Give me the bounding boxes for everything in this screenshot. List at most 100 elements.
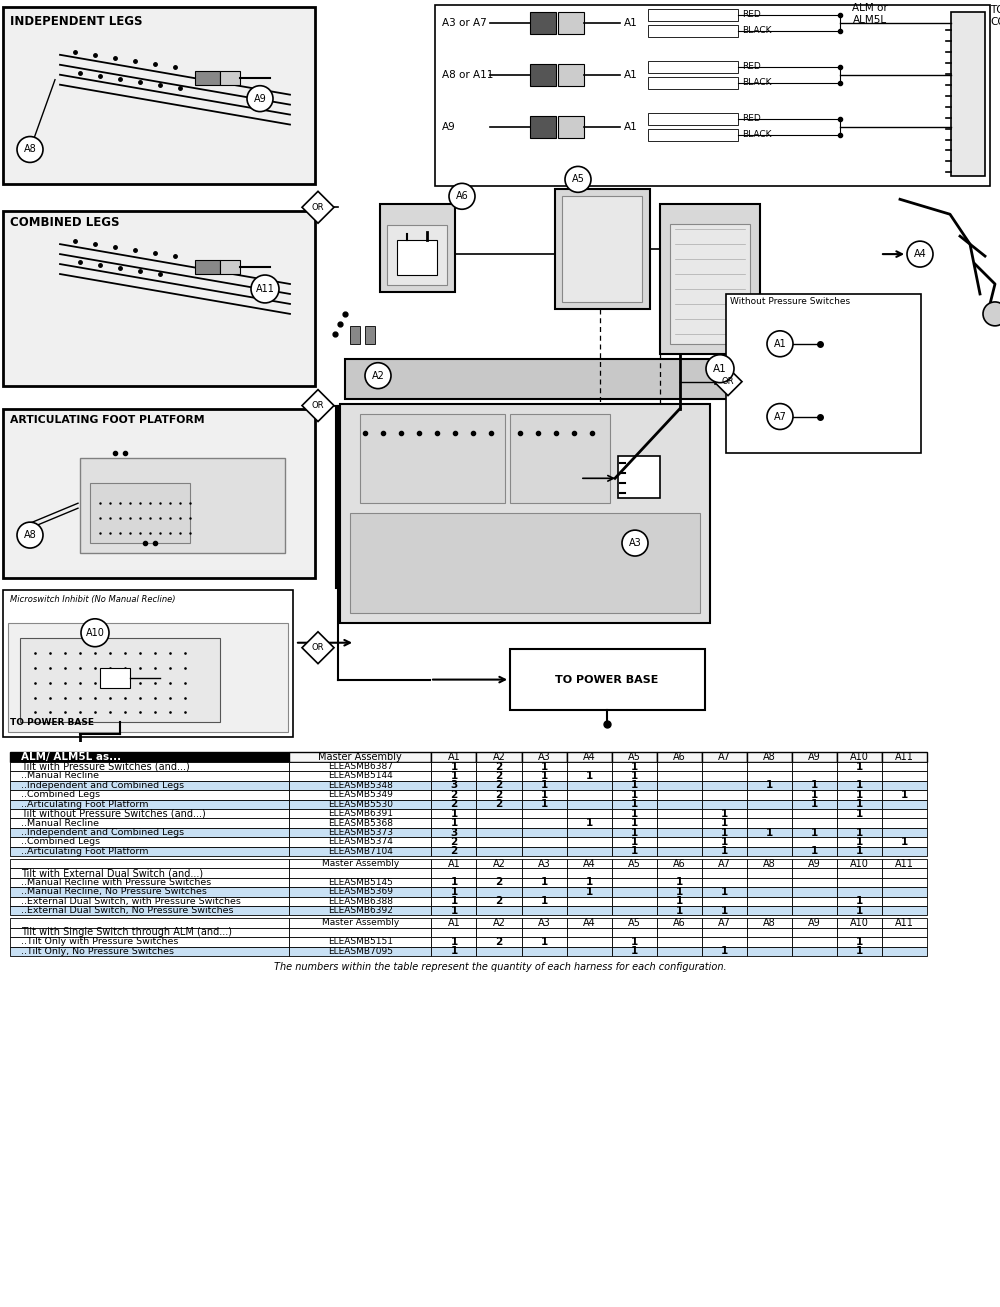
Bar (747, 859, 792, 868)
Text: RED: RED (742, 114, 761, 123)
Bar (220, 71, 240, 85)
Bar (657, 868, 702, 878)
Bar (702, 752, 747, 762)
Text: 1: 1 (811, 847, 818, 856)
Text: A9: A9 (808, 859, 821, 869)
Bar (702, 906, 747, 915)
Bar (792, 771, 837, 780)
Bar (612, 906, 657, 915)
Bar (612, 897, 657, 906)
Bar (3, 409, 315, 578)
Text: COMBINED LEGS: COMBINED LEGS (10, 216, 120, 229)
Bar (882, 809, 927, 818)
Text: 2: 2 (495, 780, 503, 791)
Text: A4: A4 (583, 752, 596, 762)
Bar (567, 906, 612, 915)
Text: Tilt with External Dual Switch (and...): Tilt with External Dual Switch (and...) (21, 868, 203, 878)
Bar (657, 791, 702, 800)
Circle shape (251, 274, 279, 303)
Bar (747, 847, 792, 856)
Text: 1: 1 (676, 906, 683, 916)
Text: 1: 1 (856, 789, 863, 800)
Bar (567, 878, 612, 887)
Bar (289, 771, 431, 780)
Text: 1: 1 (540, 762, 548, 771)
Text: 1: 1 (631, 847, 638, 856)
Bar (522, 887, 567, 897)
Bar (510, 648, 705, 711)
Bar (702, 928, 747, 937)
Circle shape (449, 183, 475, 209)
Bar (522, 838, 567, 847)
Bar (289, 818, 431, 827)
Text: 1: 1 (540, 897, 548, 906)
Bar (837, 838, 882, 847)
Bar (882, 838, 927, 847)
Bar (657, 762, 702, 771)
Text: A11: A11 (895, 918, 914, 928)
Circle shape (17, 523, 43, 548)
Bar (10, 937, 289, 946)
Text: 1: 1 (811, 800, 818, 809)
Text: OR: OR (312, 203, 324, 212)
Bar (612, 791, 657, 800)
Text: A2: A2 (493, 918, 505, 928)
Text: A3: A3 (538, 752, 550, 762)
Text: ..Manual Recline: ..Manual Recline (21, 771, 99, 780)
Polygon shape (302, 389, 334, 422)
Text: 1: 1 (856, 780, 863, 791)
Bar (522, 937, 567, 946)
Bar (567, 937, 612, 946)
Text: ALM or
ALM5L: ALM or ALM5L (852, 3, 888, 25)
Bar (612, 780, 657, 791)
Text: 2: 2 (450, 836, 458, 847)
Circle shape (247, 86, 273, 111)
Bar (792, 878, 837, 887)
Text: A1: A1 (774, 339, 786, 349)
Bar (289, 838, 431, 847)
Bar (289, 762, 431, 771)
Text: 2: 2 (495, 762, 503, 771)
Text: A10: A10 (850, 859, 869, 869)
Bar (522, 847, 567, 856)
Text: ELEASMB6387: ELEASMB6387 (328, 762, 393, 771)
Text: A8: A8 (763, 752, 776, 762)
Bar (882, 937, 927, 946)
Bar (350, 325, 360, 344)
Bar (837, 847, 882, 856)
Bar (657, 809, 702, 818)
Bar (702, 859, 747, 868)
Polygon shape (302, 191, 334, 223)
Bar (702, 780, 747, 791)
Text: Master Assembly: Master Assembly (322, 859, 399, 868)
Bar (792, 928, 837, 937)
Text: ELEASMB5144: ELEASMB5144 (328, 771, 393, 780)
Bar (702, 878, 747, 887)
Bar (837, 752, 882, 762)
Text: BLACK: BLACK (742, 129, 772, 139)
Text: 1: 1 (721, 818, 728, 829)
Bar (670, 225, 750, 344)
Text: A10: A10 (86, 627, 104, 638)
Bar (522, 800, 567, 809)
Bar (555, 190, 650, 308)
Bar (522, 928, 567, 937)
Text: 1: 1 (856, 897, 863, 906)
Bar (792, 868, 837, 878)
Text: 1: 1 (676, 887, 683, 897)
Bar (10, 919, 289, 928)
Bar (792, 887, 837, 897)
Bar (476, 780, 522, 791)
Bar (431, 868, 476, 878)
Text: A2: A2 (493, 859, 505, 869)
Bar (648, 25, 738, 37)
Text: BLACK: BLACK (742, 78, 772, 88)
Bar (612, 762, 657, 771)
Bar (747, 937, 792, 946)
Bar (10, 868, 289, 878)
Text: ..Manual Recline, No Pressure Switches: ..Manual Recline, No Pressure Switches (21, 887, 207, 897)
Bar (289, 780, 431, 791)
Bar (792, 847, 837, 856)
Bar (10, 818, 289, 827)
Text: A8: A8 (24, 531, 36, 540)
